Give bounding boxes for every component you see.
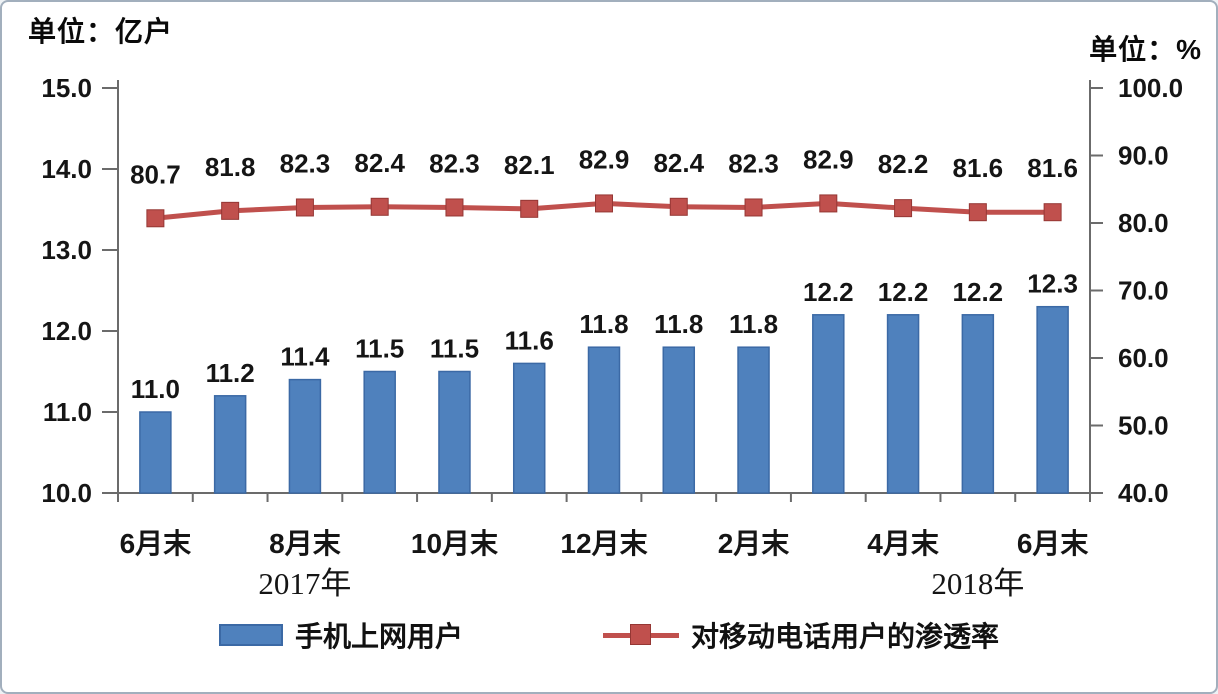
legend-item-line-series: 对移动电话用户的渗透率 bbox=[603, 615, 999, 655]
svg-text:11.8: 11.8 bbox=[579, 309, 628, 339]
svg-text:100.0: 100.0 bbox=[1118, 73, 1183, 103]
svg-text:82.3: 82.3 bbox=[280, 148, 331, 178]
svg-text:70.0: 70.0 bbox=[1118, 276, 1169, 306]
left-axis-unit-label: 单位：亿户 bbox=[28, 16, 174, 47]
svg-text:81.8: 81.8 bbox=[205, 152, 256, 182]
svg-text:8月末: 8月末 bbox=[269, 528, 341, 559]
svg-text:81.6: 81.6 bbox=[1027, 153, 1078, 183]
svg-text:6月末: 6月末 bbox=[120, 528, 192, 559]
svg-text:12.2: 12.2 bbox=[953, 277, 1004, 307]
svg-text:82.1: 82.1 bbox=[504, 150, 555, 180]
svg-text:11.6: 11.6 bbox=[505, 325, 554, 355]
line-series-swatch-icon bbox=[603, 624, 679, 646]
svg-text:2018年: 2018年 bbox=[931, 566, 1024, 601]
svg-text:80.7: 80.7 bbox=[130, 159, 181, 189]
svg-text:11.5: 11.5 bbox=[430, 334, 479, 364]
svg-text:11.4: 11.4 bbox=[280, 342, 330, 372]
svg-text:60.0: 60.0 bbox=[1118, 343, 1169, 373]
svg-text:12.3: 12.3 bbox=[1027, 269, 1078, 299]
svg-text:2017年: 2017年 bbox=[258, 566, 351, 601]
line-swatch-marker bbox=[630, 624, 651, 645]
svg-text:82.3: 82.3 bbox=[429, 148, 480, 178]
svg-text:11.8: 11.8 bbox=[729, 309, 778, 339]
svg-text:11.5: 11.5 bbox=[355, 334, 404, 364]
svg-text:6月末: 6月末 bbox=[1017, 528, 1089, 559]
svg-text:90.0: 90.0 bbox=[1118, 141, 1169, 171]
legend-label-line-series: 对移动电话用户的渗透率 bbox=[691, 621, 1000, 652]
svg-text:50.0: 50.0 bbox=[1118, 411, 1169, 441]
svg-text:11.8: 11.8 bbox=[654, 309, 703, 339]
svg-text:82.9: 82.9 bbox=[579, 144, 630, 174]
svg-text:10.0: 10.0 bbox=[41, 478, 92, 508]
svg-text:11.0: 11.0 bbox=[131, 374, 180, 404]
svg-text:82.2: 82.2 bbox=[878, 149, 929, 179]
svg-text:12.2: 12.2 bbox=[878, 277, 929, 307]
svg-text:12.2: 12.2 bbox=[803, 277, 854, 307]
svg-text:82.4: 82.4 bbox=[354, 148, 405, 178]
legend-label-bar-series: 手机上网用户 bbox=[294, 621, 463, 652]
svg-text:81.6: 81.6 bbox=[953, 153, 1004, 183]
legend-item-bar-series: 手机上网用户 bbox=[218, 615, 463, 655]
svg-text:40.0: 40.0 bbox=[1118, 478, 1169, 508]
svg-text:82.4: 82.4 bbox=[653, 148, 704, 178]
svg-text:2月末: 2月末 bbox=[718, 528, 790, 559]
svg-text:82.9: 82.9 bbox=[803, 144, 854, 174]
svg-text:14.0: 14.0 bbox=[41, 154, 92, 184]
svg-text:11.2: 11.2 bbox=[206, 358, 255, 388]
right-axis-unit-label: 单位：% bbox=[1089, 34, 1202, 65]
svg-text:12月末: 12月末 bbox=[560, 528, 647, 559]
svg-text:13.0: 13.0 bbox=[41, 235, 92, 265]
svg-text:12.0: 12.0 bbox=[41, 316, 92, 346]
svg-text:11.0: 11.0 bbox=[43, 397, 92, 427]
bar-series-swatch-icon bbox=[218, 624, 283, 646]
svg-text:10月末: 10月末 bbox=[411, 528, 498, 559]
legend: 手机上网用户 对移动电话用户的渗透率 bbox=[2, 615, 1216, 655]
svg-text:15.0: 15.0 bbox=[41, 73, 92, 103]
svg-text:82.3: 82.3 bbox=[728, 148, 779, 178]
svg-text:4月末: 4月末 bbox=[867, 528, 939, 559]
svg-text:80.0: 80.0 bbox=[1118, 208, 1169, 238]
